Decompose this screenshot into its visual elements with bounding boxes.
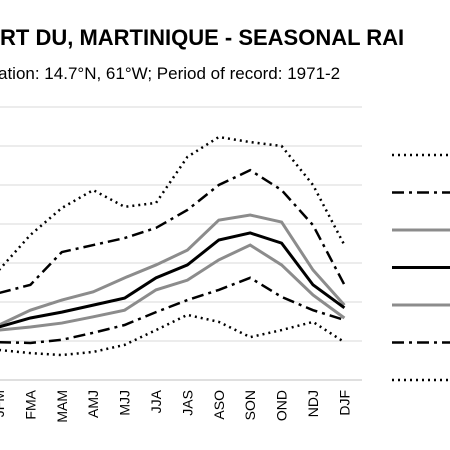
series-line xyxy=(0,276,345,345)
x-tick-label: DJF xyxy=(336,390,352,416)
x-tick-label: OND xyxy=(274,390,290,421)
series-line xyxy=(0,243,346,332)
chart-subtitle: ation: 14.7°N, 61°W; Period of record: 1… xyxy=(0,64,340,83)
x-tick-label: MJJ xyxy=(117,390,133,416)
x-tick-label: AMJ xyxy=(85,390,101,418)
x-tick-label: NDJ xyxy=(305,390,321,417)
x-tick-label: JFM xyxy=(0,390,7,417)
x-tick-label: SON xyxy=(242,390,258,420)
series-line xyxy=(0,168,346,295)
series-line xyxy=(0,231,346,329)
x-tick-label: FMA xyxy=(22,389,38,419)
series-line xyxy=(0,313,346,357)
x-tick-label: ASO xyxy=(211,390,227,420)
chart-title: RT DU, MARTINIQUE - SEASONAL RAI xyxy=(0,25,404,50)
x-tick-label: MAM xyxy=(54,390,70,423)
series-line xyxy=(0,213,346,327)
series-line xyxy=(0,135,346,271)
x-tick-label: JJA xyxy=(148,389,164,413)
x-tick-label: JAS xyxy=(179,390,195,416)
